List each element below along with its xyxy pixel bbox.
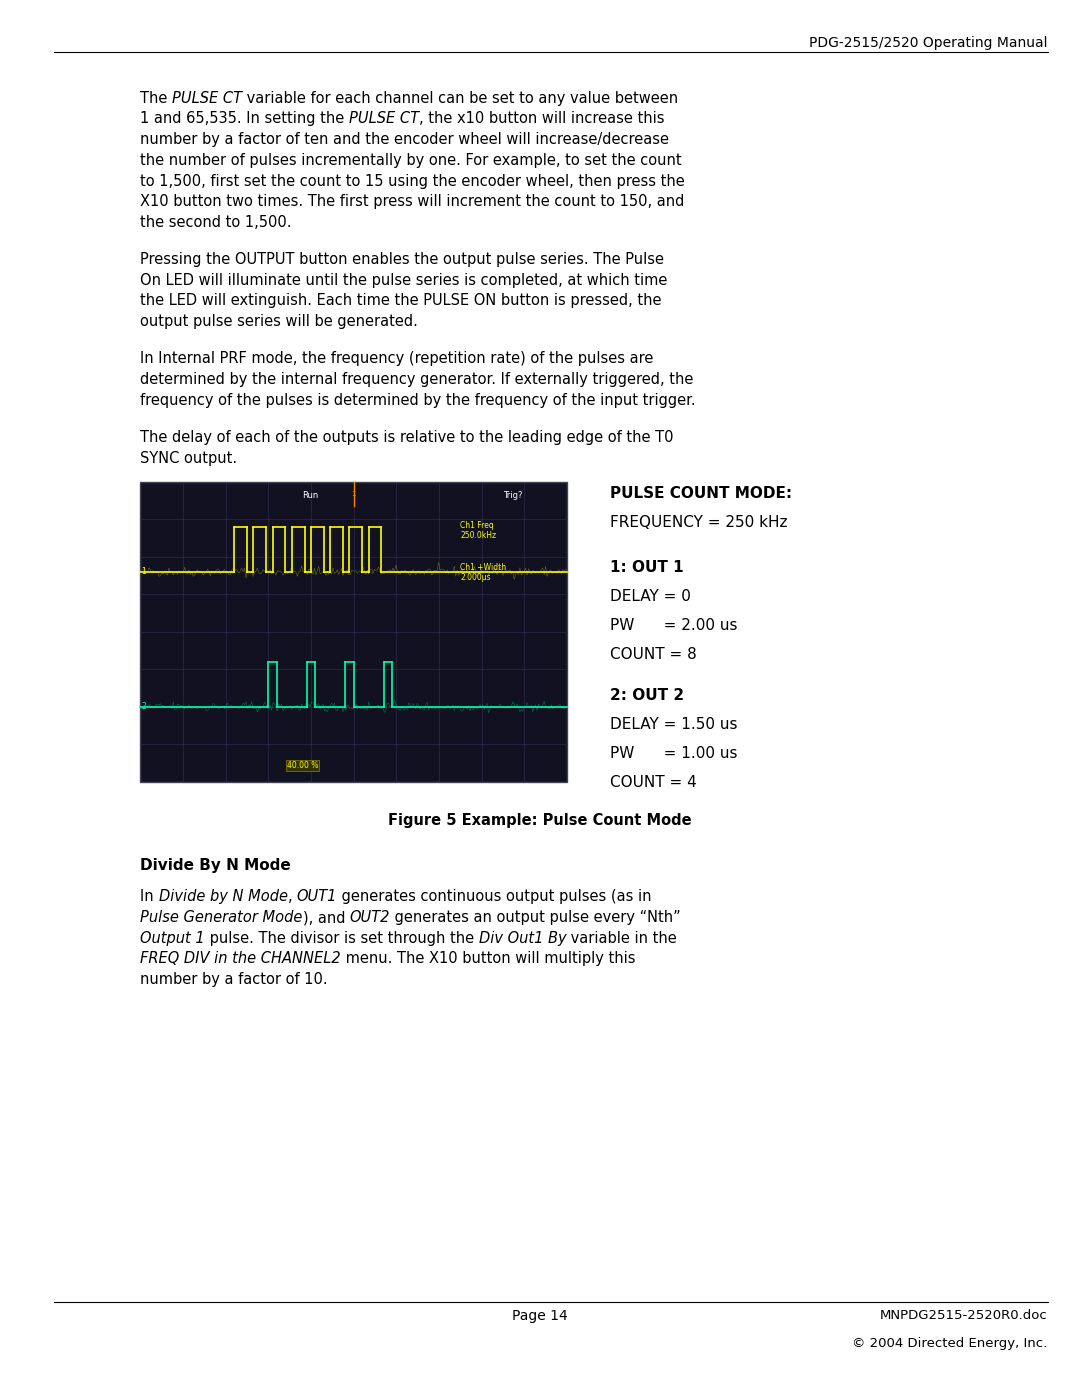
- Text: Output 1: Output 1: [140, 930, 205, 946]
- Text: PULSE COUNT MODE:: PULSE COUNT MODE:: [610, 486, 793, 500]
- Text: ,: ,: [287, 890, 297, 904]
- Text: PW      = 1.00 us: PW = 1.00 us: [610, 746, 738, 761]
- Text: On LED will illuminate until the pulse series is completed, at which time: On LED will illuminate until the pulse s…: [140, 272, 667, 288]
- Text: ), and: ), and: [302, 909, 350, 925]
- Text: Figure 5 Example: Pulse Count Mode: Figure 5 Example: Pulse Count Mode: [388, 813, 692, 828]
- Text: PULSE CT: PULSE CT: [349, 112, 419, 127]
- Text: The delay of each of the outputs is relative to the leading edge of the T0: The delay of each of the outputs is rela…: [140, 430, 674, 444]
- Text: COUNT = 4: COUNT = 4: [610, 775, 697, 791]
- Text: FREQ DIV in the CHANNEL2: FREQ DIV in the CHANNEL2: [140, 951, 341, 967]
- Text: The: The: [140, 91, 173, 106]
- Text: number by a factor of ten and the encoder wheel will increase/decrease: number by a factor of ten and the encode…: [140, 133, 670, 147]
- Text: 2: 2: [141, 703, 146, 711]
- Text: 1: 1: [141, 567, 146, 576]
- Text: MNPDG2515-2520R0.doc: MNPDG2515-2520R0.doc: [880, 1309, 1048, 1322]
- Text: PW      = 2.00 us: PW = 2.00 us: [610, 617, 738, 633]
- Text: In: In: [140, 890, 159, 904]
- Text: Pressing the OUTPUT button enables the output pulse series. The Pulse: Pressing the OUTPUT button enables the o…: [140, 251, 664, 267]
- Text: , the x10 button will increase this: , the x10 button will increase this: [419, 112, 665, 127]
- Text: variable in the: variable in the: [566, 930, 677, 946]
- Text: OUT2: OUT2: [350, 909, 390, 925]
- Text: Trig?: Trig?: [503, 490, 523, 500]
- Text: Divide By N Mode: Divide By N Mode: [140, 858, 292, 873]
- Text: PULSE CT: PULSE CT: [173, 91, 242, 106]
- Text: Div Out1 By: Div Out1 By: [478, 930, 566, 946]
- Text: Ch1 Freq
250.0kHz: Ch1 Freq 250.0kHz: [460, 521, 497, 541]
- Text: frequency of the pulses is determined by the frequency of the input trigger.: frequency of the pulses is determined by…: [140, 393, 696, 408]
- Text: variable for each channel can be set to any value between: variable for each channel can be set to …: [242, 91, 678, 106]
- Text: Divide by N Mode: Divide by N Mode: [159, 890, 287, 904]
- Text: Ch1 +Width
2.000μs: Ch1 +Width 2.000μs: [460, 563, 507, 583]
- Text: pulse. The divisor is set through the: pulse. The divisor is set through the: [205, 930, 478, 946]
- Text: FREQUENCY = 250 kHz: FREQUENCY = 250 kHz: [610, 514, 787, 529]
- Text: In Internal PRF mode, the frequency (repetition rate) of the pulses are: In Internal PRF mode, the frequency (rep…: [140, 351, 653, 366]
- Text: COUNT = 8: COUNT = 8: [610, 647, 697, 662]
- Text: generates continuous output pulses (as in: generates continuous output pulses (as i…: [337, 890, 651, 904]
- Text: the number of pulses incrementally by one. For example, to set the count: the number of pulses incrementally by on…: [140, 152, 683, 168]
- Text: 2: OUT 2: 2: OUT 2: [610, 689, 685, 703]
- Text: number by a factor of 10.: number by a factor of 10.: [140, 972, 328, 988]
- Text: 40.00 %: 40.00 %: [287, 761, 319, 770]
- Text: to 1,500, first set the count to 15 using the encoder wheel, then press the: to 1,500, first set the count to 15 usin…: [140, 173, 685, 189]
- Text: determined by the internal frequency generator. If externally triggered, the: determined by the internal frequency gen…: [140, 372, 693, 387]
- Text: OUT1: OUT1: [297, 890, 337, 904]
- Text: 1: 1: [351, 490, 356, 496]
- Text: output pulse series will be generated.: output pulse series will be generated.: [140, 314, 418, 330]
- Text: generates an output pulse every “Nth”: generates an output pulse every “Nth”: [390, 909, 681, 925]
- Text: © 2004 Directed Energy, Inc.: © 2004 Directed Energy, Inc.: [852, 1337, 1048, 1350]
- Text: 1: OUT 1: 1: OUT 1: [610, 560, 684, 576]
- Text: 1 and 65,535. In setting the: 1 and 65,535. In setting the: [140, 112, 349, 127]
- Text: menu. The X10 button will multiply this: menu. The X10 button will multiply this: [341, 951, 635, 967]
- Text: X10 button two times. The first press will increment the count to 150, and: X10 button two times. The first press wi…: [140, 194, 685, 210]
- Text: DELAY = 1.50 us: DELAY = 1.50 us: [610, 717, 738, 732]
- Text: Run: Run: [302, 490, 319, 500]
- Text: PDG-2515/2520 Operating Manual: PDG-2515/2520 Operating Manual: [809, 36, 1048, 50]
- Text: Pulse Generator Mode: Pulse Generator Mode: [140, 909, 302, 925]
- Text: the LED will extinguish. Each time the PULSE ON button is pressed, the: the LED will extinguish. Each time the P…: [140, 293, 662, 309]
- Bar: [140, 482, 567, 782]
- Text: SYNC output.: SYNC output.: [140, 451, 238, 465]
- Text: DELAY = 0: DELAY = 0: [610, 590, 691, 604]
- Text: the second to 1,500.: the second to 1,500.: [140, 215, 292, 231]
- Text: Page 14: Page 14: [512, 1309, 568, 1323]
